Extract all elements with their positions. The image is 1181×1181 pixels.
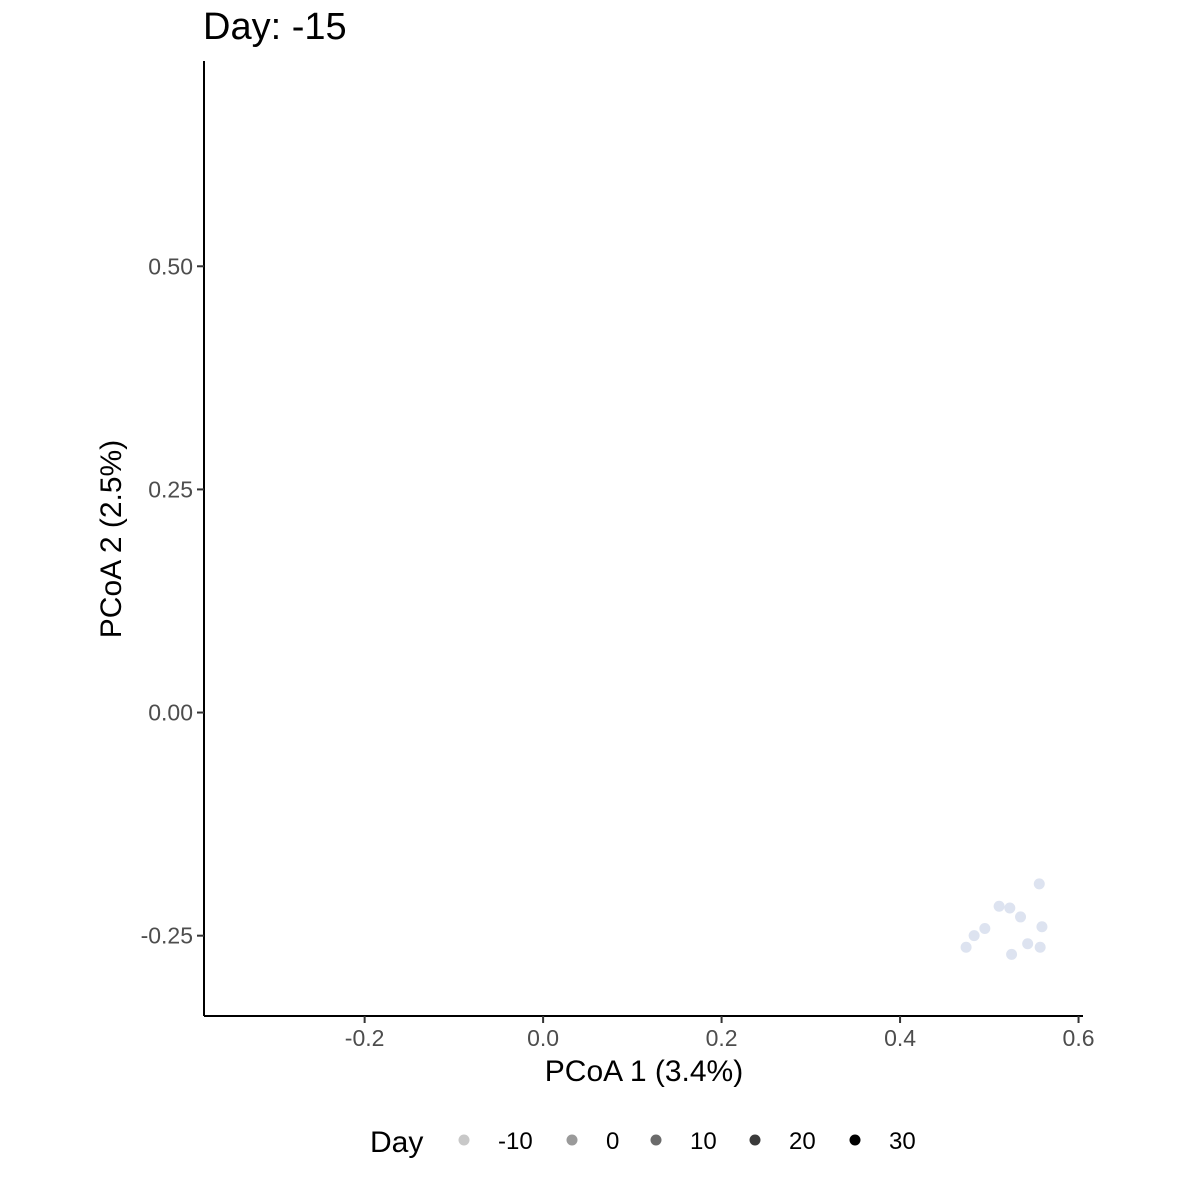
y-axis-title: PCoA 2 (2.5%) — [95, 440, 128, 638]
y-tick-label: 0.00 — [148, 700, 193, 726]
legend-label: 0 — [606, 1128, 619, 1155]
x-tick-label: 0.2 — [706, 1025, 738, 1051]
x-tick-label: 0.4 — [884, 1025, 916, 1051]
legend-label: 20 — [789, 1128, 816, 1155]
legend-label: 10 — [690, 1128, 717, 1155]
y-tick-label: 0.25 — [148, 476, 193, 502]
legend-key — [650, 1134, 662, 1146]
data-point — [960, 941, 972, 953]
data-point — [1004, 902, 1016, 914]
data-point — [1022, 938, 1034, 950]
plot-area: -0.2 0.0 0.2 0.4 0.6 0.50 0.25 0.00 -0.25 — [141, 61, 1095, 1051]
legend-key — [458, 1134, 470, 1146]
x-tick-label: 0.6 — [1063, 1025, 1095, 1051]
x-tick-label: 0.0 — [527, 1025, 559, 1051]
legend: Day -10 0 10 20 30 — [370, 1126, 916, 1159]
data-point — [1036, 921, 1048, 933]
chart-title: Day: -15 — [203, 6, 347, 48]
x-axis-title: PCoA 1 (3.4%) — [545, 1055, 743, 1088]
y-tick-label: 0.50 — [148, 253, 193, 279]
data-point — [993, 900, 1005, 912]
legend-key — [566, 1134, 578, 1146]
legend-label: 30 — [889, 1128, 916, 1155]
legend-key — [749, 1134, 761, 1146]
y-tick-label: -0.25 — [141, 923, 193, 949]
legend-key — [849, 1134, 861, 1146]
data-point — [979, 923, 991, 935]
x-tick-label: -0.2 — [345, 1025, 385, 1051]
legend-label: -10 — [498, 1128, 533, 1155]
data-point — [968, 930, 980, 942]
data-point — [1006, 948, 1018, 960]
data-point — [1015, 911, 1027, 923]
data-point — [1033, 878, 1045, 890]
legend-title: Day — [370, 1126, 423, 1159]
data-point — [1034, 941, 1046, 953]
